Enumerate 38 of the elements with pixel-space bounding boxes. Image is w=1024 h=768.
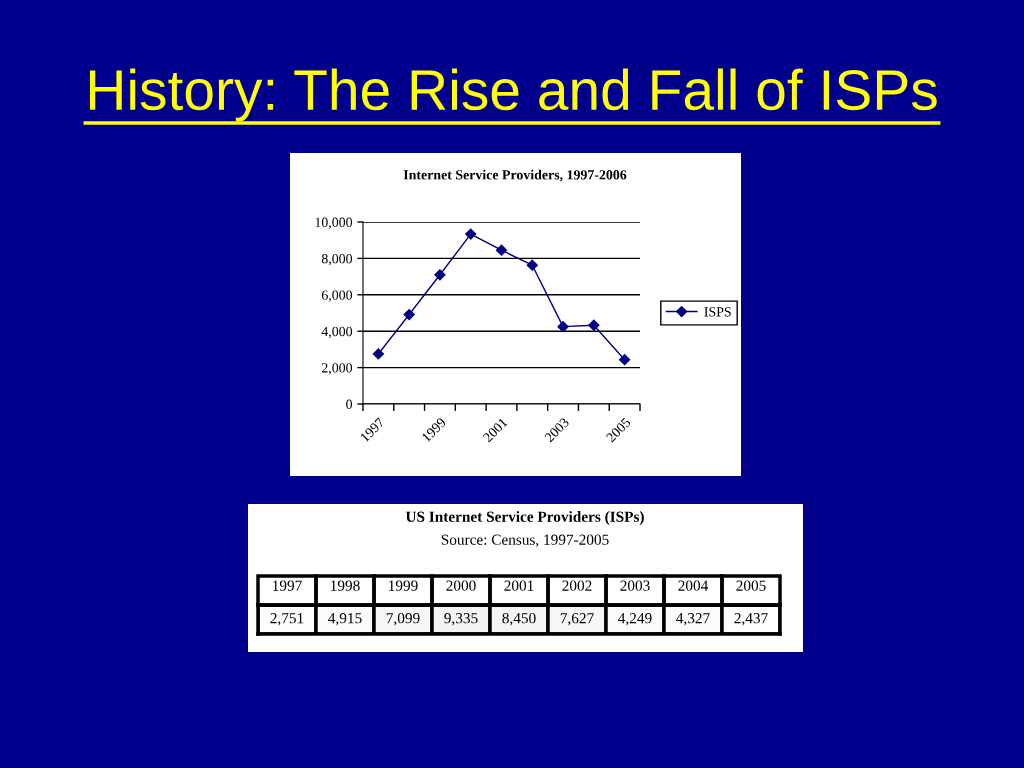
x-tick-label: 1999: [389, 580, 418, 591]
chart-title: US Internet Service Providers (ISPs): [405, 511, 644, 525]
x-tick-label: 2001: [504, 580, 534, 591]
x-tick-label: 1998: [331, 580, 360, 591]
data-label: 7,627: [560, 613, 594, 626]
x-tick-label: 2002: [562, 580, 592, 591]
point: [588, 319, 600, 331]
data-label: 2,751: [270, 613, 304, 626]
y-tick-label: 8,000: [321, 253, 353, 266]
chart-title: History: The Rise and Fall of ISPs: [89, 68, 937, 122]
y-tick-label: 10,000: [315, 217, 353, 229]
point: [619, 354, 631, 366]
point: [495, 244, 508, 256]
point: [465, 228, 477, 240]
legend-label: ISPS: [704, 307, 731, 317]
data-label: 4,915: [328, 613, 362, 626]
data-label: 2,437: [734, 613, 768, 626]
data-label: 4,327: [676, 613, 710, 626]
x-tick-label: 2005: [736, 580, 766, 591]
point: [526, 259, 538, 271]
data-label: 4,249: [618, 613, 652, 626]
y-tick-label: 2,000: [321, 363, 353, 375]
point: [403, 308, 415, 321]
point: [557, 321, 569, 333]
chart-subtitle: Internet Service Providers, 1997-2006: [403, 169, 627, 182]
data-label: 9,335: [444, 613, 478, 626]
x-tick-label: 2000: [446, 580, 476, 591]
y-tick-label: 6,000: [321, 290, 353, 302]
x-tick-label: 2004: [678, 580, 709, 591]
source-note: Source: Census, 1997-2005: [441, 534, 609, 548]
data-label: 8,450: [502, 613, 536, 626]
point: [434, 269, 446, 281]
x-tick-label: 1997: [273, 580, 302, 591]
y-tick-label: 0: [346, 399, 353, 409]
y-tick-label: 4,000: [321, 326, 353, 339]
x-tick-label: 2003: [620, 580, 650, 591]
data-label: 7,099: [386, 613, 420, 626]
point: [372, 348, 384, 360]
